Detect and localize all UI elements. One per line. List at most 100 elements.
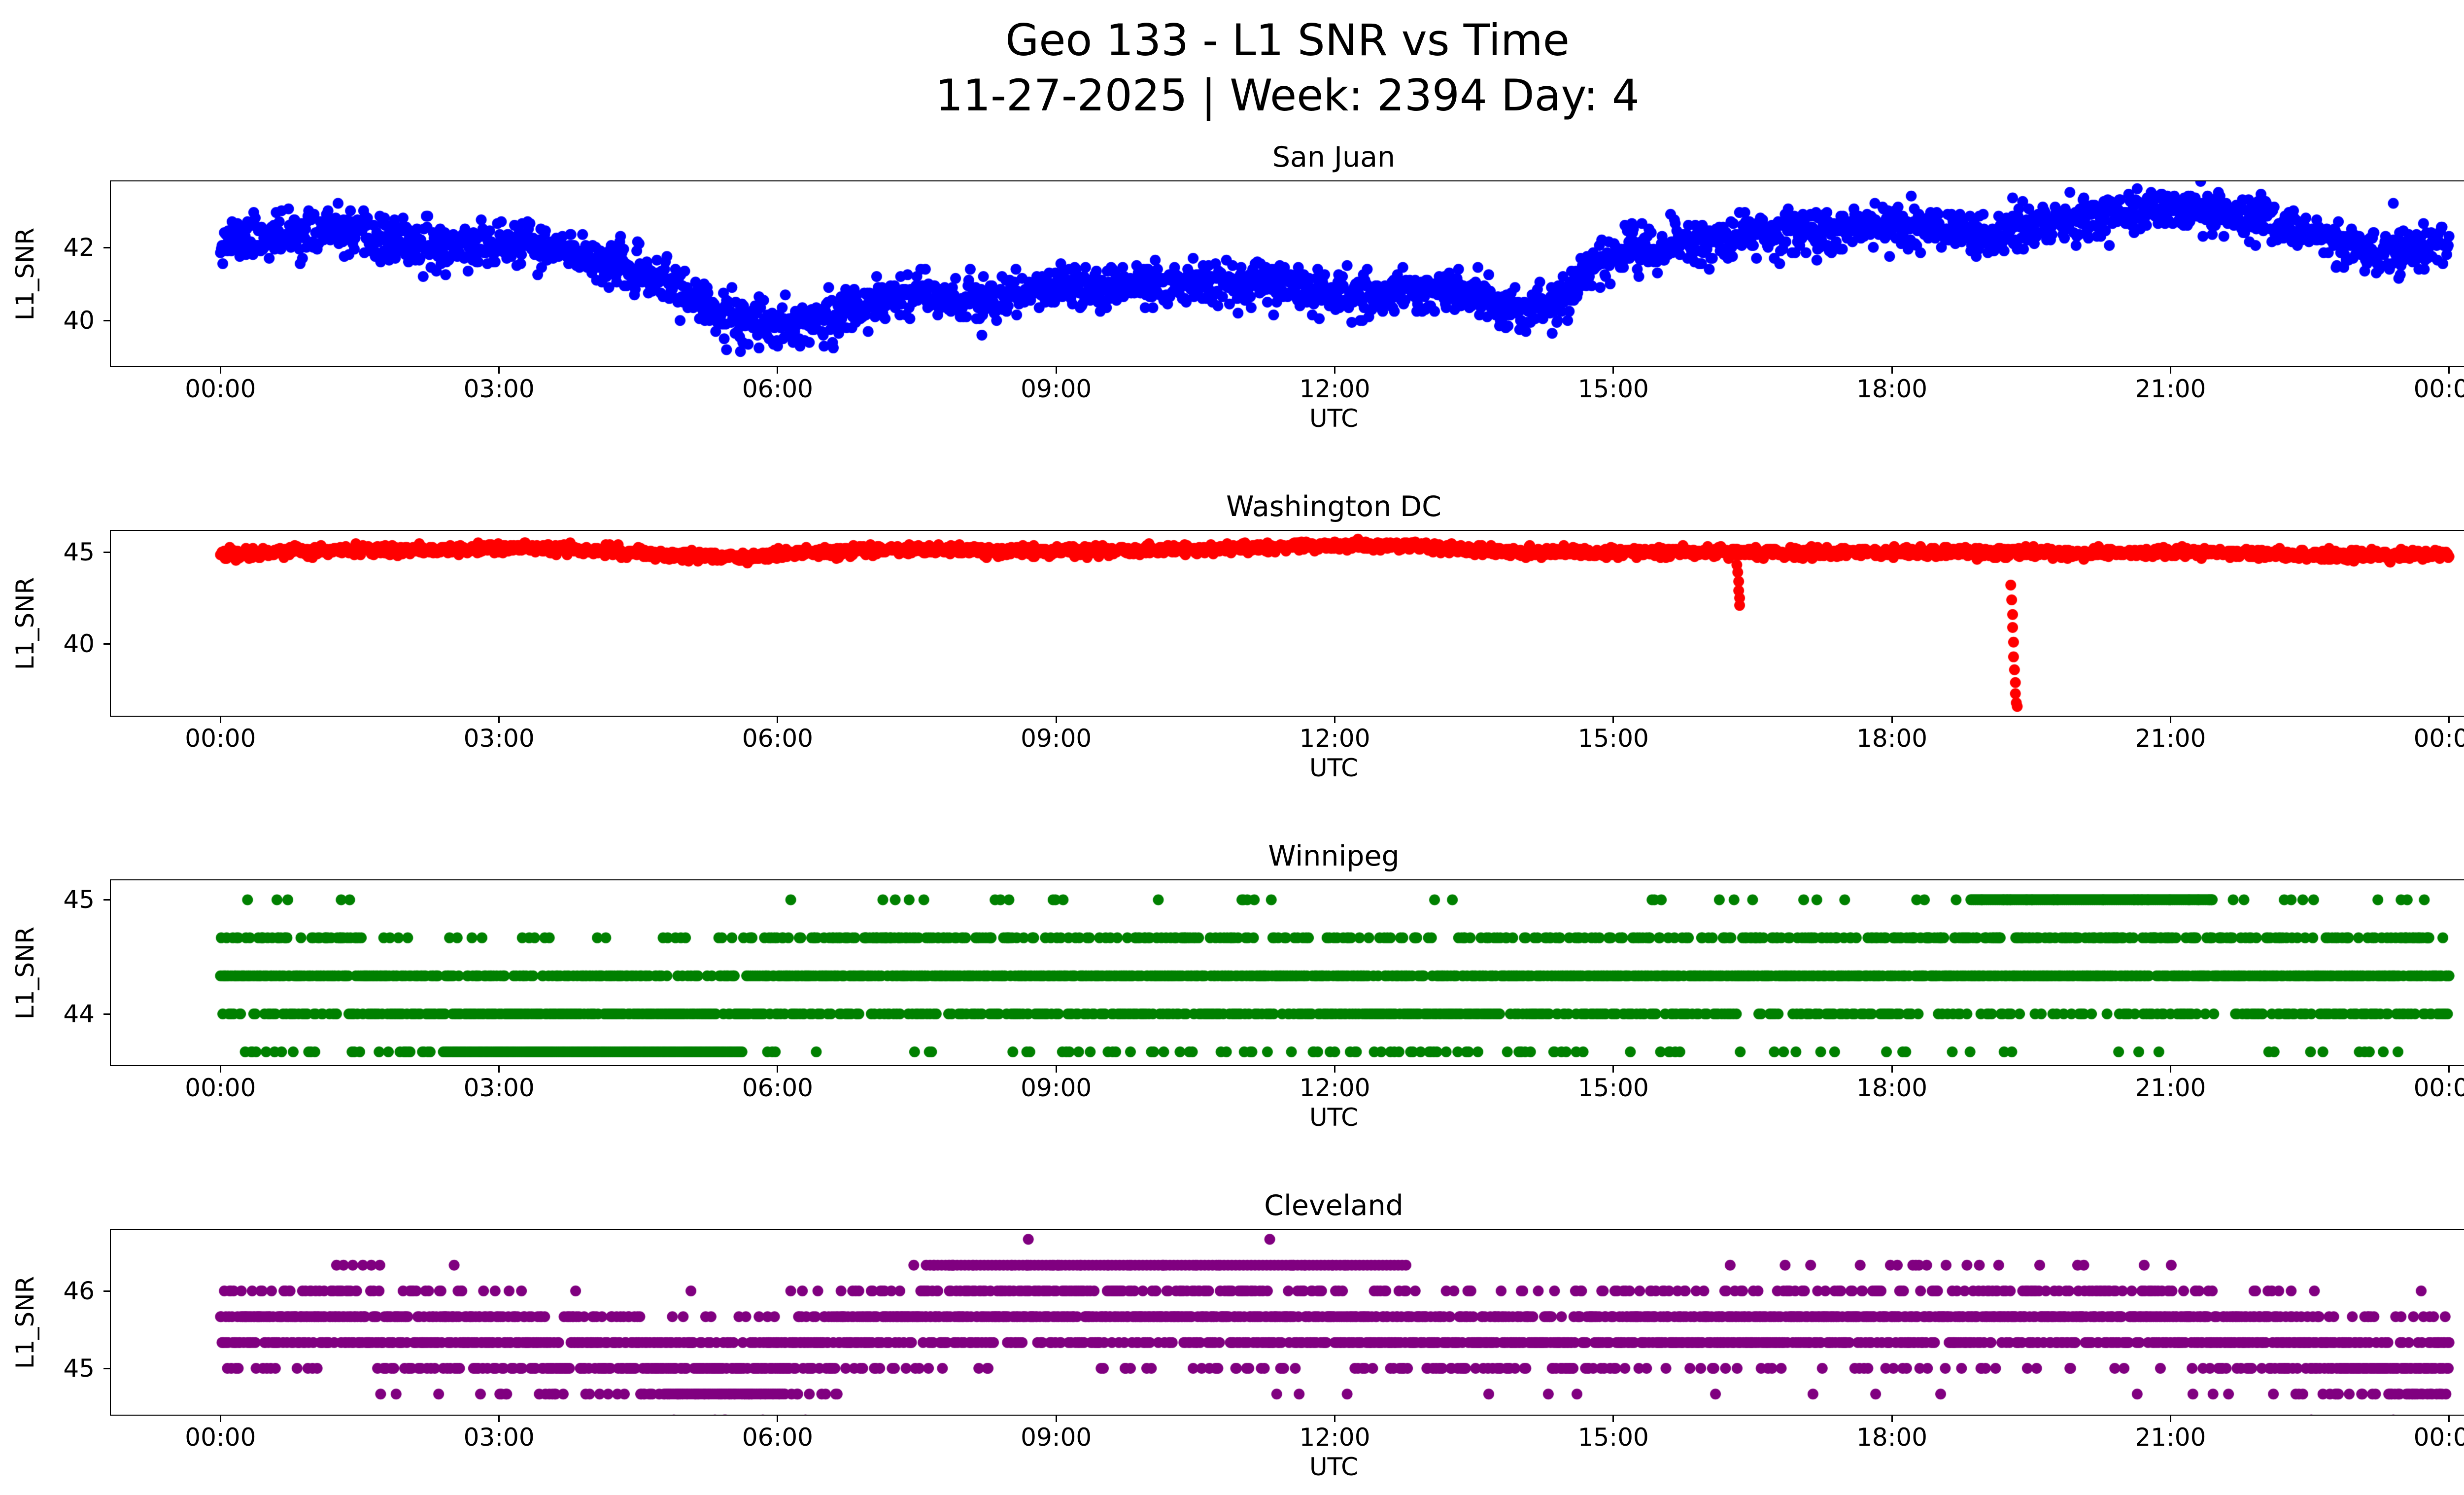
x-tick-mark — [2448, 367, 2450, 374]
x-tick-label: 15:00 — [1577, 1074, 1649, 1102]
y-tick-mark — [103, 643, 110, 645]
figure-title-line2: 11-27-2025 | Week: 2394 Day: 4 — [935, 70, 1640, 121]
x-tick-label: 06:00 — [742, 1074, 813, 1102]
x-axis-ticks: 00:00 03:00 06:00 09:00 12:00 15:00 18:00 21:00… — [0, 717, 2464, 751]
x-tick-mark — [219, 1066, 221, 1073]
x-axis-label: UTC — [1309, 754, 1359, 782]
x-tick-label: 03:00 — [463, 1423, 535, 1452]
x-tick-mark — [2169, 1066, 2171, 1073]
x-tick-label: 03:00 — [463, 375, 535, 403]
y-tick-mark — [103, 1367, 110, 1369]
x-tick-label: 03:00 — [463, 724, 535, 753]
x-tick-mark — [2169, 1416, 2171, 1422]
x-tick-mark — [1612, 717, 1614, 723]
x-tick-mark — [1891, 717, 1893, 723]
x-tick-mark — [1334, 367, 1335, 374]
y-tick-label: 46 — [63, 1276, 95, 1305]
x-tick-mark — [1612, 1416, 1614, 1422]
x-tick-label: 21:00 — [2135, 1074, 2206, 1102]
x-tick-label: 06:00 — [742, 375, 813, 403]
y-tick-mark — [103, 1013, 110, 1015]
x-tick-mark — [1334, 1416, 1335, 1422]
x-tick-mark — [219, 1416, 221, 1422]
subplot-title: Cleveland — [1264, 1189, 1403, 1222]
x-tick-mark — [1891, 1066, 1893, 1073]
y-tick-label: 45 — [63, 537, 95, 566]
x-tick-mark — [1891, 1416, 1893, 1422]
subplot-title: Winnipeg — [1268, 840, 1400, 872]
x-tick-mark — [498, 1416, 500, 1422]
scatter-canvas — [111, 531, 2464, 716]
x-tick-label: 21:00 — [2135, 724, 2206, 753]
x-tick-label: 00:00 — [2413, 1423, 2464, 1452]
y-tick-mark — [103, 246, 110, 248]
figure-title: Geo 133 - L1 SNR vs Time 11-27-2025 | We… — [0, 0, 2464, 123]
x-tick-mark — [777, 1066, 779, 1073]
y-tick-mark — [103, 551, 110, 553]
x-tick-label: 00:00 — [185, 724, 256, 753]
subplot-winnipeg: Winnipeg L1_SNR 44 45 00:00 03:00 06:00 09:0… — [0, 839, 2464, 1131]
plot-area — [110, 180, 2464, 367]
x-axis-label: UTC — [1309, 404, 1359, 433]
x-tick-mark — [2448, 1066, 2450, 1073]
y-tick-label: 40 — [63, 629, 95, 659]
x-tick-mark — [777, 1416, 779, 1422]
subplot-cleveland: Cleveland L1_SNR 45 46 00:00 03:00 06:00 09:… — [0, 1188, 2464, 1481]
subplot-title: Washington DC — [1226, 490, 1441, 523]
x-tick-label: 00:00 — [185, 375, 256, 403]
plot-area — [110, 879, 2464, 1066]
x-tick-label: 15:00 — [1577, 1423, 1649, 1452]
subplot-washington-dc: Washington DC L1_SNR 40 45 00:00 03:00 06:0… — [0, 489, 2464, 782]
x-tick-label: 00:00 — [185, 1074, 256, 1102]
x-tick-mark — [777, 717, 779, 723]
x-tick-mark — [1612, 1066, 1614, 1073]
x-tick-mark — [1334, 717, 1335, 723]
x-tick-mark — [219, 367, 221, 374]
x-axis-ticks: 00:00 03:00 06:00 09:00 12:00 15:00 18:00 21:00… — [0, 1066, 2464, 1101]
scatter-canvas — [111, 1230, 2464, 1415]
x-tick-label: 00:00 — [2413, 724, 2464, 753]
y-tick-mark — [103, 899, 110, 901]
x-tick-mark — [1055, 367, 1057, 374]
x-tick-mark — [498, 1066, 500, 1073]
x-tick-label: 06:00 — [742, 724, 813, 753]
x-axis-label: UTC — [1309, 1103, 1359, 1132]
x-tick-label: 15:00 — [1577, 375, 1649, 403]
y-tick-mark — [103, 1290, 110, 1292]
y-tick-label: 44 — [63, 999, 95, 1028]
x-tick-label: 03:00 — [463, 1074, 535, 1102]
x-tick-mark — [2448, 1416, 2450, 1422]
plot-area — [110, 530, 2464, 717]
x-tick-mark — [1334, 1066, 1335, 1073]
x-tick-mark — [498, 717, 500, 723]
x-tick-label: 12:00 — [1299, 724, 1370, 753]
x-tick-mark — [2448, 717, 2450, 723]
x-tick-label: 00:00 — [185, 1423, 256, 1452]
figure-title-line1: Geo 133 - L1 SNR vs Time — [1005, 15, 1570, 66]
y-tick-mark — [103, 320, 110, 322]
scatter-canvas — [111, 181, 2464, 366]
plot-row: L1_SNR 44 45 — [0, 879, 2464, 1066]
x-tick-label: 18:00 — [1856, 1423, 1928, 1452]
x-tick-mark — [777, 367, 779, 374]
x-tick-mark — [1612, 367, 1614, 374]
y-tick-label: 40 — [63, 306, 95, 335]
x-tick-label: 09:00 — [1021, 724, 1092, 753]
x-tick-label: 12:00 — [1299, 375, 1370, 403]
x-tick-mark — [498, 367, 500, 374]
x-tick-label: 00:00 — [2413, 1074, 2464, 1102]
x-tick-label: 12:00 — [1299, 1074, 1370, 1102]
y-tick-label: 42 — [63, 233, 95, 262]
x-tick-label: 18:00 — [1856, 724, 1928, 753]
x-tick-mark — [1055, 717, 1057, 723]
x-tick-mark — [2169, 367, 2171, 374]
plot-row: L1_SNR 45 46 — [0, 1229, 2464, 1416]
x-axis-ticks: 00:00 03:00 06:00 09:00 12:00 15:00 18:00 21:00… — [0, 367, 2464, 402]
x-tick-mark — [1055, 1066, 1057, 1073]
x-tick-label: 09:00 — [1021, 1423, 1092, 1452]
x-axis-label: UTC — [1309, 1453, 1359, 1481]
subplot-san-juan: San Juan L1_SNR 40 42 00:00 03:00 06:00 09:0… — [0, 140, 2464, 432]
plot-row: L1_SNR 40 42 — [0, 180, 2464, 367]
y-tick-label: 45 — [63, 885, 95, 914]
x-tick-label: 06:00 — [742, 1423, 813, 1452]
